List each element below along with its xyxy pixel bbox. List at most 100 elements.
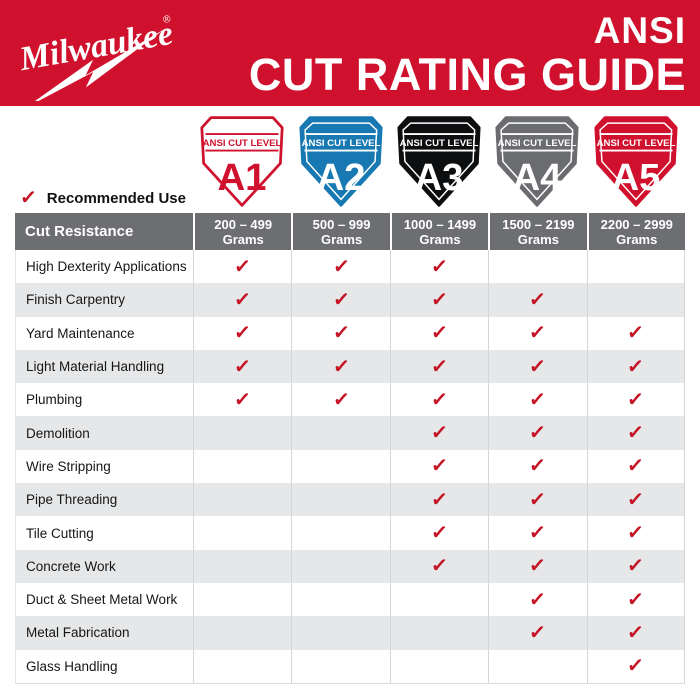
check-icon: ✓ [430,488,449,512]
check-icon: ✓ [430,354,449,379]
check-icon: ✓ [528,621,547,645]
shield-banner-label: ANSI CUT LEVEL [301,138,380,149]
column-header-a1: 200 – 499 Grams [193,213,291,250]
check-icon: ✓ [528,588,547,612]
check-icon: ✓ [626,421,645,445]
check-icon: ✓ [528,554,547,578]
check-icon: ✓ [626,354,645,379]
column-header-a5: 2200 – 2999 Grams [586,213,685,250]
check-icon: ✓ [430,321,449,345]
table-header-row: Cut Resistance 200 – 499 Grams 500 – 999… [15,213,685,250]
check-icon: ✓ [19,186,38,210]
cut-rating-table: Cut Resistance 200 – 499 Grams 500 – 999… [15,213,685,684]
table-row: Tile Cutting ✓ ✓ ✓ [15,516,685,550]
column-header-a2: 500 – 999 Grams [291,213,389,250]
check-icon: ✓ [528,388,547,412]
check-icon: ✓ [626,621,645,645]
row-label: High Dexterity Applications [15,250,193,284]
check-icon: ✓ [626,321,645,345]
check-icon: ✓ [331,255,351,279]
shield-body [495,116,579,207]
recommended-use-label: Recommended Use [46,189,186,207]
shield-cell-a3: ANSI CUT LEVEL A3 [390,114,488,210]
shield-banner-label: ANSI CUT LEVEL [498,138,577,149]
check-icon: ✓ [626,388,645,412]
shield-inner-outline [303,122,377,201]
check-icon: ✓ [233,255,252,279]
shield-cell-a4: ANSI CUT LEVEL A4 [488,114,586,210]
check-icon: ✓ [233,354,252,379]
shield-inner-outline [599,122,673,201]
shield-code: A3 [414,156,463,199]
row-label: Concrete Work [15,549,193,583]
check-icon: ✓ [528,421,547,445]
check-icon: ✓ [233,288,252,312]
check-icon: ✓ [528,288,547,312]
shield-inner-outline [402,122,476,201]
table-row: Light Material Handling ✓ ✓ ✓ ✓ ✓ [15,349,685,384]
title-ansi: ANSI [593,9,686,51]
shield-code: A2 [316,156,365,199]
table-row: Duct & Sheet Metal Work ✓ ✓ [15,582,685,617]
row-label: Pipe Threading [15,483,193,517]
shield-banner-label: ANSI CUT LEVEL [596,138,675,149]
table-row: Finish Carpentry ✓ ✓ ✓ ✓ [15,283,685,317]
registered-mark: ® [162,14,172,26]
cut-level-shield-a5: ANSI CUT LEVEL A5 [594,116,678,207]
check-icon: ✓ [430,454,449,478]
cut-level-shield-a3: ANSI CUT LEVEL A3 [397,116,481,207]
check-icon: ✓ [626,554,645,578]
recommended-use-legend: ✓ Recommended Use [19,186,186,210]
shield-cell-a1: ANSI CUT LEVEL A1 [193,114,291,210]
row-label: Demolition [15,416,193,450]
cut-level-shield-a1: ANSI CUT LEVEL A1 [200,116,284,207]
column-header-a3: 1000 – 1499 Grams [389,213,488,250]
shield-inner-outline [500,122,574,201]
column-header-cut-resistance: Cut Resistance [25,223,134,240]
check-icon: ✓ [626,521,645,545]
table-row: Yard Maintenance ✓ ✓ ✓ ✓ ✓ [15,316,685,350]
table-row: High Dexterity Applications ✓ ✓ ✓ [15,250,685,284]
check-icon: ✓ [430,554,449,578]
title-cut-rating-guide: CUT RATING GUIDE [248,48,686,100]
row-label: Metal Fabrication [15,616,193,650]
check-icon: ✓ [331,388,351,412]
table-body: High Dexterity Applications ✓ ✓ ✓ Finish… [15,250,685,684]
check-icon: ✓ [331,288,351,312]
check-icon: ✓ [430,521,449,545]
milwaukee-logo: Milwaukee ® [16,14,176,101]
shield-banner-label: ANSI CUT LEVEL [203,138,282,149]
check-icon: ✓ [233,321,252,345]
row-label: Duct & Sheet Metal Work [15,582,193,617]
table-row: Wire Stripping ✓ ✓ ✓ [15,449,685,484]
check-icon: ✓ [528,454,547,478]
shield-cell-a5: ANSI CUT LEVEL A5 [587,114,685,210]
shield-body [200,116,284,207]
check-icon: ✓ [430,388,449,412]
shield-body [594,116,678,207]
check-icon: ✓ [626,454,645,478]
cut-level-shields-row: ✓ Recommended Use ANSI CUT LEVEL A1 ANSI… [15,114,685,210]
cut-level-shield-a4: ANSI CUT LEVEL A4 [495,116,579,207]
check-icon: ✓ [626,488,645,512]
check-icon: ✓ [528,321,547,345]
table-row: Plumbing ✓ ✓ ✓ ✓ ✓ [15,383,685,417]
table-row: Demolition ✓ ✓ ✓ [15,416,685,450]
check-icon: ✓ [430,255,449,279]
check-icon: ✓ [233,388,252,412]
row-label: Finish Carpentry [15,283,193,317]
table-row: Metal Fabrication ✓ ✓ [15,616,685,650]
column-header-a4: 1500 – 2199 Grams [488,213,586,250]
row-label: Tile Cutting [15,516,193,550]
shield-code: A4 [513,156,563,199]
check-icon: ✓ [331,321,351,345]
milwaukee-logo-text: Milwaukee [16,15,176,79]
table-row: Pipe Threading ✓ ✓ ✓ [15,483,685,517]
row-label: Glass Handling [15,649,193,683]
check-icon: ✓ [626,588,645,612]
shield-cell-a2: ANSI CUT LEVEL A2 [291,114,389,210]
shield-code: A1 [218,156,267,199]
lightning-bolt-icon [24,28,165,101]
cut-level-shield-a2: ANSI CUT LEVEL A2 [299,116,383,207]
check-icon: ✓ [528,354,547,379]
